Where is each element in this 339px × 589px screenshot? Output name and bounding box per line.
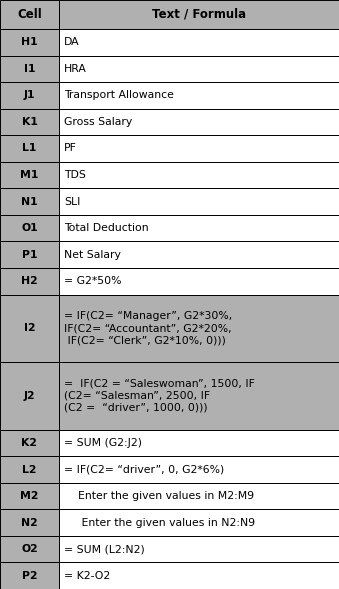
Bar (59, 0, 339, 29)
Text: L2: L2 (22, 465, 37, 475)
Text: PF: PF (64, 144, 77, 154)
Bar (0, 536, 59, 562)
Text: O2: O2 (21, 544, 38, 554)
Bar (0, 82, 59, 108)
Text: J1: J1 (24, 90, 35, 100)
Bar (0, 0, 59, 29)
Text: Gross Salary: Gross Salary (64, 117, 132, 127)
Text: SLI: SLI (64, 197, 80, 207)
Text: O1: O1 (21, 223, 38, 233)
Text: =  IF(C2 = “Saleswoman”, 1500, IF
(C2= “Salesman”, 2500, IF
(C2 =  “driver”, 100: = IF(C2 = “Saleswoman”, 1500, IF (C2= “S… (64, 379, 255, 413)
Text: Cell: Cell (17, 8, 42, 21)
Text: K1: K1 (22, 117, 37, 127)
Bar (59, 268, 339, 294)
Bar (59, 241, 339, 268)
Bar (59, 188, 339, 215)
Bar (0, 162, 59, 188)
Bar (59, 162, 339, 188)
Bar (0, 135, 59, 162)
Bar (59, 294, 339, 362)
Text: N2: N2 (21, 518, 38, 528)
Text: = IF(C2= “Manager”, G2*30%,
IF(C2= “Accountant”, G2*20%,
 IF(C2= “Clerk”, G2*10%: = IF(C2= “Manager”, G2*30%, IF(C2= “Acco… (64, 312, 232, 345)
Text: M2: M2 (20, 491, 39, 501)
Text: = K2-O2: = K2-O2 (64, 571, 110, 581)
Text: L1: L1 (22, 144, 37, 154)
Bar (59, 430, 339, 456)
Text: K2: K2 (21, 438, 38, 448)
Text: Enter the given values in M2:M9: Enter the given values in M2:M9 (64, 491, 254, 501)
Bar (0, 188, 59, 215)
Bar (0, 509, 59, 536)
Text: = SUM (G2:J2): = SUM (G2:J2) (64, 438, 142, 448)
Text: Text / Formula: Text / Formula (152, 8, 246, 21)
Text: TDS: TDS (64, 170, 86, 180)
Bar (0, 29, 59, 55)
Bar (59, 509, 339, 536)
Bar (59, 562, 339, 589)
Bar (59, 536, 339, 562)
Text: Net Salary: Net Salary (64, 250, 121, 260)
Text: Transport Allowance: Transport Allowance (64, 90, 174, 100)
Bar (59, 362, 339, 430)
Text: = SUM (L2:N2): = SUM (L2:N2) (64, 544, 145, 554)
Bar (59, 215, 339, 241)
Text: = G2*50%: = G2*50% (64, 276, 121, 286)
Bar (59, 135, 339, 162)
Bar (59, 82, 339, 108)
Bar (59, 29, 339, 55)
Text: I2: I2 (24, 323, 35, 333)
Bar (0, 430, 59, 456)
Bar (59, 483, 339, 509)
Bar (0, 294, 59, 362)
Text: = IF(C2= “driver”, 0, G2*6%): = IF(C2= “driver”, 0, G2*6%) (64, 465, 224, 475)
Text: DA: DA (64, 37, 80, 47)
Bar (0, 362, 59, 430)
Text: M1: M1 (20, 170, 39, 180)
Text: N1: N1 (21, 197, 38, 207)
Bar (0, 108, 59, 135)
Text: H2: H2 (21, 276, 38, 286)
Bar (0, 562, 59, 589)
Bar (0, 55, 59, 82)
Text: Enter the given values in N2:N9: Enter the given values in N2:N9 (64, 518, 255, 528)
Text: I1: I1 (24, 64, 35, 74)
Text: HRA: HRA (64, 64, 87, 74)
Bar (0, 241, 59, 268)
Bar (0, 456, 59, 483)
Text: P2: P2 (22, 571, 37, 581)
Bar (0, 215, 59, 241)
Bar (0, 268, 59, 294)
Text: H1: H1 (21, 37, 38, 47)
Text: J2: J2 (24, 391, 35, 401)
Bar (59, 55, 339, 82)
Text: Total Deduction: Total Deduction (64, 223, 148, 233)
Bar (59, 108, 339, 135)
Text: P1: P1 (22, 250, 37, 260)
Bar (59, 456, 339, 483)
Bar (0, 483, 59, 509)
